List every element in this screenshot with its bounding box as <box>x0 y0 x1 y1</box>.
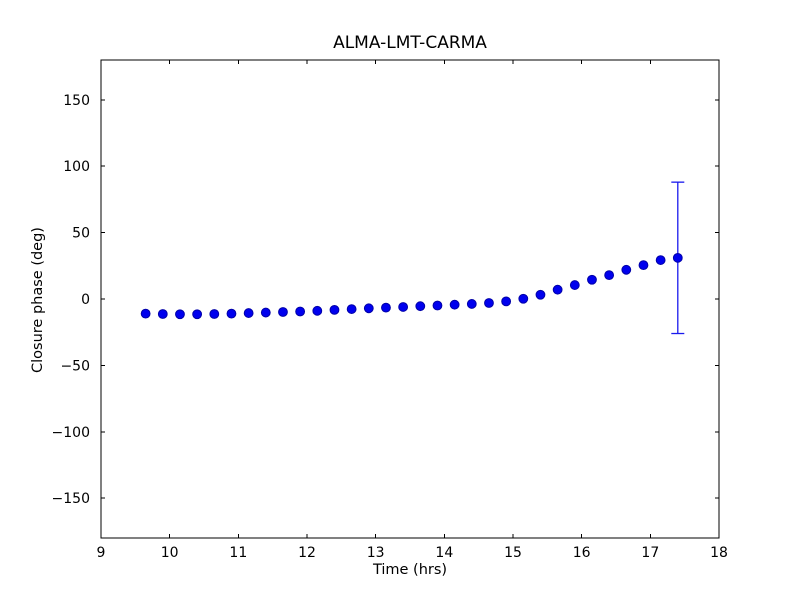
x-tick-label: 9 <box>97 545 106 561</box>
data-point <box>140 308 151 319</box>
x-tick-label: 11 <box>229 545 247 561</box>
data-point <box>398 302 409 312</box>
y-tick-label: 150 <box>63 93 90 109</box>
chart-title: ALMA-LMT-CARMA <box>333 33 487 53</box>
x-tick-label: 16 <box>573 545 591 561</box>
data-point <box>484 298 494 308</box>
data-point <box>381 302 391 313</box>
data-point <box>655 255 666 265</box>
x-axis-label: Time (hrs) <box>372 562 448 578</box>
data-point <box>449 299 460 310</box>
data-point <box>587 274 597 285</box>
data-point <box>604 270 615 281</box>
data-point <box>672 252 683 263</box>
data-point <box>621 264 632 275</box>
axes-frame <box>100 59 720 539</box>
data-point <box>295 306 306 317</box>
y-tick-label: −50 <box>60 358 90 374</box>
data-point <box>415 301 426 312</box>
data-point <box>501 296 512 307</box>
y-tick-label: 0 <box>81 292 90 308</box>
y-tick-label: −100 <box>52 425 90 441</box>
data-point <box>346 304 357 314</box>
data-point <box>432 300 443 311</box>
data-point <box>278 307 288 317</box>
data-point <box>535 289 546 300</box>
x-tick-label: 10 <box>161 545 179 561</box>
data-point <box>552 284 563 295</box>
data-point <box>226 308 237 319</box>
data-point <box>518 293 529 304</box>
x-tick-label: 12 <box>298 545 316 561</box>
x-tick-label: 14 <box>435 545 453 561</box>
data-point <box>192 309 203 320</box>
data-point <box>243 308 254 318</box>
x-tick-label: 17 <box>641 545 659 561</box>
data-point <box>329 304 340 315</box>
y-tick-label: −150 <box>52 491 90 507</box>
y-tick-label: 50 <box>72 226 90 242</box>
x-tick-label: 15 <box>504 545 522 561</box>
x-tick-label: 13 <box>367 545 385 561</box>
x-tick-label: 18 <box>710 545 728 561</box>
data-point <box>157 309 168 319</box>
y-tick-label: 100 <box>63 159 90 175</box>
data-point <box>260 307 271 318</box>
data-point <box>209 309 220 319</box>
data-point <box>569 280 580 290</box>
data-point <box>363 303 374 314</box>
data-point <box>312 305 323 316</box>
data-point <box>466 299 477 309</box>
data-point <box>175 309 185 320</box>
data-point <box>638 260 649 271</box>
y-axis-label: Closure phase (deg) <box>30 227 46 373</box>
